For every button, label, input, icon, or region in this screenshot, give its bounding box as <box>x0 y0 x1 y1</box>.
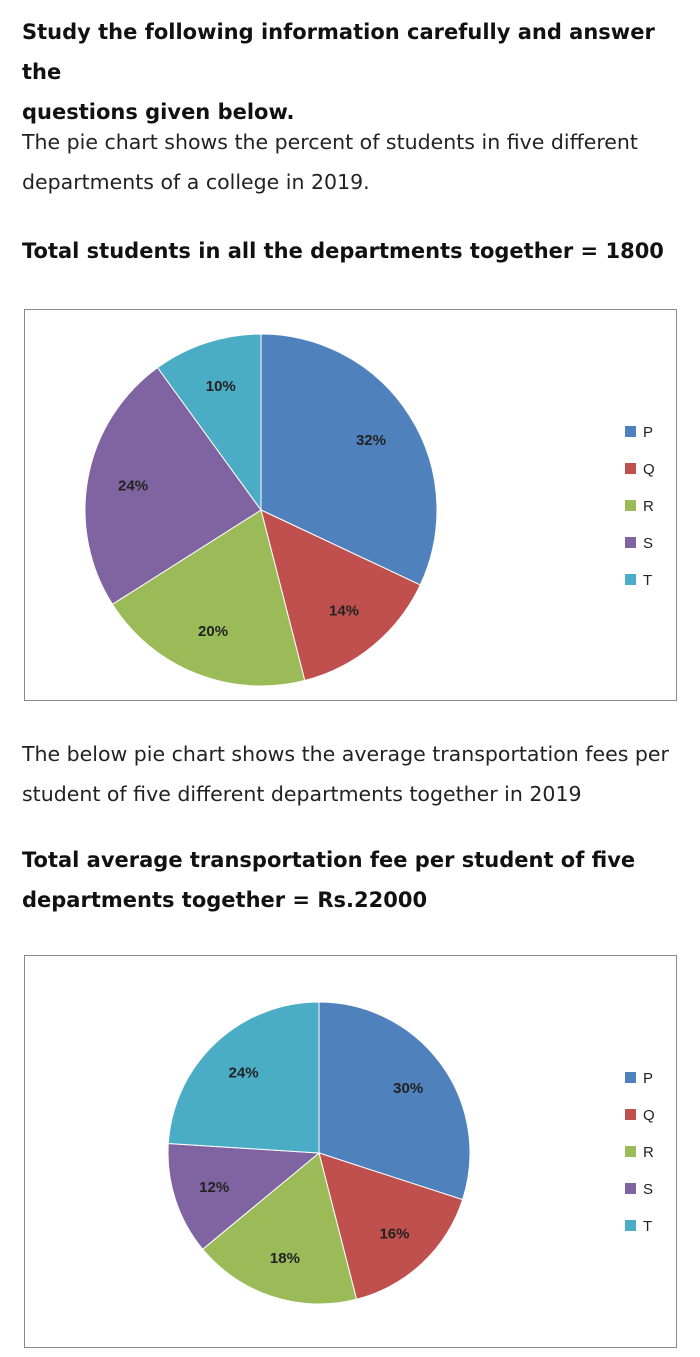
chart1-description-line2: departments of a college in 2019. <box>22 170 370 194</box>
legend-swatch-p <box>625 426 636 437</box>
chart2-total-line1: Total average transportation fee per stu… <box>22 848 636 872</box>
slice-label-p: 32% <box>356 432 386 449</box>
students-pie-svg: 32% 14% 20% 24% 10% P Q R S T <box>84 333 655 687</box>
chart2-description: The below pie chart shows the average tr… <box>22 734 692 814</box>
pie-slice-t <box>167 1001 320 1154</box>
pie-slice-r <box>201 1152 358 1305</box>
legend-label-s: S <box>643 535 653 552</box>
pie-slice-r <box>111 509 306 687</box>
legend-swatch-r <box>625 1146 636 1157</box>
legend-label-p: P <box>643 1070 653 1087</box>
legend-label-q: Q <box>643 461 655 478</box>
slice-label-s: 24% <box>118 478 148 495</box>
pie-slice-s <box>84 366 262 605</box>
legend-label-q: Q <box>643 1107 655 1124</box>
legend-swatch-t <box>625 574 636 585</box>
legend-swatch-s <box>625 1183 636 1194</box>
pie-slice-q <box>318 1152 464 1300</box>
legend-label-p: P <box>643 424 653 441</box>
slice-label-q: 14% <box>329 602 359 619</box>
pie-slice-s <box>167 1142 321 1250</box>
intro-heading-line2: questions given below. <box>22 100 295 124</box>
slice-label-p: 30% <box>393 1080 423 1097</box>
slice-label-t: 24% <box>229 1065 259 1082</box>
pie-slice-q <box>260 509 421 682</box>
slice-label-t: 10% <box>206 378 236 395</box>
intro-heading: Study the following information carefull… <box>22 12 682 132</box>
pie-slice-t <box>156 333 262 512</box>
chart1-total: Total students in all the departments to… <box>22 239 664 263</box>
chart2-total-line2: departments together = Rs.22000 <box>22 888 428 912</box>
legend-swatch-t <box>625 1220 636 1231</box>
slice-label-r: 20% <box>198 623 228 640</box>
legend-label-r: R <box>643 1144 654 1161</box>
transport-fee-pie-svg: 30% 16% 18% 12% 24% P Q R S T <box>167 1001 655 1305</box>
chart2-description-line2: student of five different departments to… <box>22 782 582 806</box>
chart2-total: Total average transportation fee per stu… <box>22 840 682 920</box>
legend-label-t: T <box>643 1218 652 1235</box>
legend-swatch-q <box>625 1109 636 1120</box>
chart2-description-line1: The below pie chart shows the average tr… <box>22 742 669 766</box>
chart1-description: The pie chart shows the percent of stude… <box>22 122 692 202</box>
pie-slice-p <box>260 333 438 586</box>
chart1-description-line1: The pie chart shows the percent of stude… <box>22 130 638 154</box>
slice-label-q: 16% <box>379 1225 409 1242</box>
legend-swatch-q <box>625 463 636 474</box>
slice-label-s: 12% <box>199 1179 229 1196</box>
legend-label-r: R <box>643 498 654 515</box>
transport-fee-pie-chart: 30% 16% 18% 12% 24% P Q R S T <box>24 955 677 1348</box>
intro-heading-line1: Study the following information carefull… <box>22 20 655 84</box>
legend-swatch-p <box>625 1072 636 1083</box>
legend-label-s: S <box>643 1181 653 1198</box>
legend-swatch-s <box>625 537 636 548</box>
slice-label-r: 18% <box>270 1250 300 1267</box>
pie-slice-p <box>318 1001 471 1201</box>
legend-label-t: T <box>643 572 652 589</box>
legend-swatch-r <box>625 500 636 511</box>
students-pie-chart: 32% 14% 20% 24% 10% P Q R S T <box>24 309 677 701</box>
